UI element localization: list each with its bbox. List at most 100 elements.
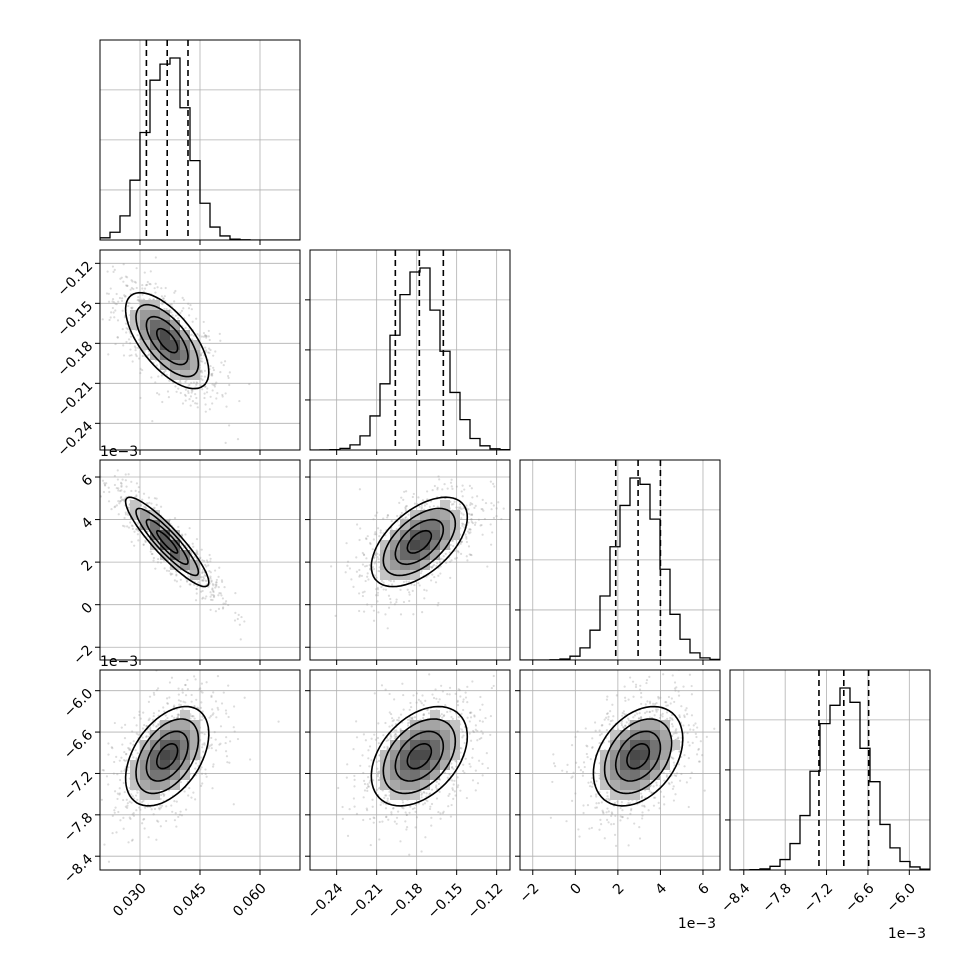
sample-point: [192, 791, 195, 794]
sample-point: [353, 785, 356, 788]
sample-point: [122, 798, 125, 802]
sample-point: [102, 769, 105, 772]
sample-point: [149, 270, 152, 273]
sample-point: [175, 580, 179, 583]
sample-point: [168, 379, 171, 382]
sample-point: [455, 765, 458, 768]
sample-point: [469, 502, 472, 505]
grid: [100, 40, 300, 240]
sample-point: [370, 759, 373, 762]
sample-point: [141, 368, 144, 372]
sample-point: [238, 623, 241, 626]
density-cell: [410, 790, 420, 800]
sample-point: [166, 702, 170, 705]
sample-point: [365, 537, 368, 541]
sample-point: [405, 580, 408, 583]
sample-point: [135, 528, 138, 531]
sample-point: [112, 301, 116, 304]
sample-point: [385, 815, 388, 818]
density-cell: [150, 530, 160, 540]
density-cell: [410, 780, 420, 790]
sample-point: [190, 391, 193, 394]
sample-point: [353, 774, 356, 778]
sample-point: [124, 322, 128, 325]
sample-point: [119, 500, 122, 503]
sample-point: [209, 744, 212, 747]
sample-point: [474, 769, 477, 772]
sample-point: [201, 710, 204, 713]
sample-point: [373, 533, 376, 536]
sample-point: [425, 502, 428, 506]
sample-point: [450, 503, 454, 506]
density-cell: [150, 540, 160, 550]
sample-point: [383, 796, 386, 799]
contour-line: [135, 718, 200, 795]
sample-point: [394, 733, 397, 736]
sample-point: [145, 735, 148, 738]
sample-point: [458, 689, 461, 692]
sample-point: [139, 396, 142, 400]
sample-point: [378, 838, 381, 841]
sample-point: [184, 394, 187, 397]
sample-point: [205, 335, 208, 338]
sample-point: [471, 747, 474, 751]
sample-point: [442, 810, 445, 813]
sample-point: [363, 565, 367, 568]
sample-point: [154, 567, 157, 570]
density-cell: [380, 770, 390, 780]
sample-point: [162, 794, 165, 797]
sample-point: [355, 812, 359, 815]
density-cell: [380, 570, 390, 580]
sample-point: [209, 560, 212, 563]
sample-point: [391, 717, 394, 720]
sample-point: [423, 597, 426, 600]
sample-point: [390, 583, 394, 586]
sample-point: [431, 573, 434, 576]
sample-point: [159, 825, 162, 828]
sample-point: [455, 506, 458, 509]
sample-point: [216, 674, 220, 678]
sample-point: [147, 353, 150, 357]
sample-point: [224, 602, 227, 605]
sample-point: [219, 742, 222, 745]
sample-point: [426, 800, 429, 803]
sample-point: [361, 551, 364, 555]
sample-point: [234, 592, 237, 595]
sample-point: [212, 384, 216, 387]
sample-point: [199, 706, 203, 709]
sample-point: [203, 385, 207, 388]
sample-point: [631, 680, 635, 683]
sample-point: [219, 339, 222, 342]
sample-point: [189, 583, 192, 586]
sample-point: [466, 530, 470, 533]
sample-point: [390, 520, 393, 523]
density-cell: [440, 520, 450, 530]
sample-point: [201, 559, 204, 562]
sample-point: [166, 716, 169, 720]
sample-point: [430, 566, 433, 569]
x-tick-label: −0.18: [385, 880, 427, 922]
sample-point: [165, 697, 169, 700]
sample-point: [366, 603, 369, 606]
density-cell: [420, 510, 430, 520]
sample-point: [200, 772, 204, 775]
sample-point: [93, 491, 95, 493]
sample-point: [489, 733, 492, 737]
sample-point: [372, 518, 375, 521]
sample-point: [217, 586, 220, 589]
sample-point: [225, 736, 228, 739]
sample-point: [437, 700, 440, 704]
sample-point: [408, 853, 411, 856]
sample-point: [139, 808, 142, 811]
sample-point: [377, 560, 380, 564]
sample-point: [365, 557, 368, 560]
sample-point: [199, 354, 203, 357]
sample-point: [457, 506, 460, 509]
sample-point: [203, 742, 206, 745]
sample-point: [412, 492, 415, 496]
sample-point: [157, 724, 160, 727]
sample-point: [224, 600, 228, 603]
density-cell: [150, 520, 160, 530]
sample-point: [394, 733, 397, 736]
sample-point: [443, 771, 447, 774]
